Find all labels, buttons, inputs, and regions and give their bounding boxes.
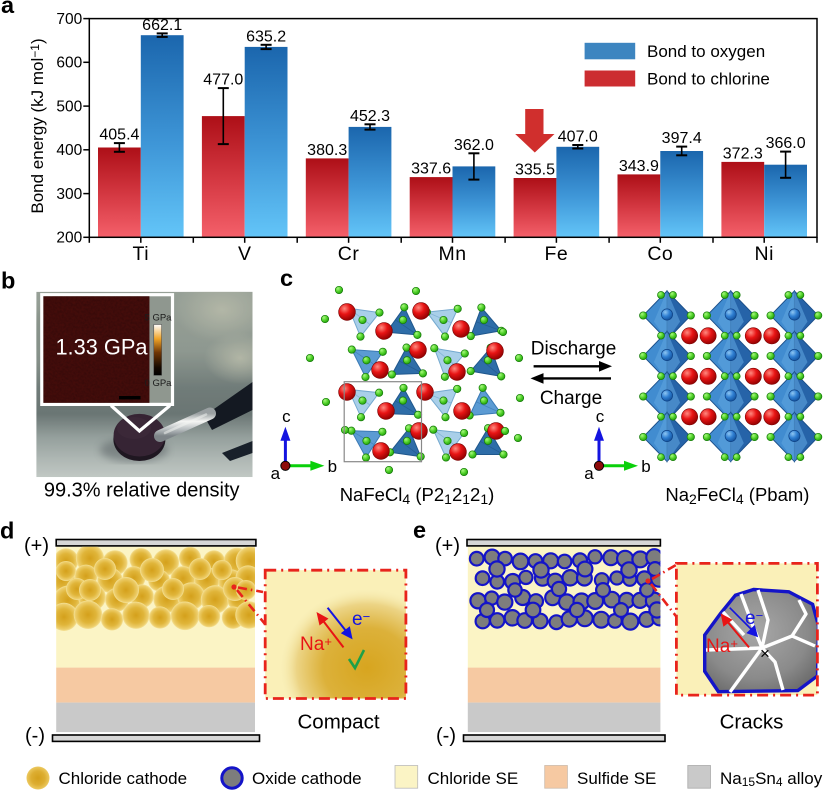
svg-text:Cr: Cr [338,243,360,265]
svg-text:Bond energy (kJ mol−1): Bond energy (kJ mol−1) [28,38,47,213]
svg-text:Ti: Ti [133,243,150,265]
svg-text:0 GPa: 0 GPa [145,378,173,389]
svg-text:300: 300 [56,186,82,203]
svg-text:Cracks: Cracks [720,711,784,734]
svg-text:Mn: Mn [438,243,466,265]
svg-text:343.9: 343.9 [619,158,659,175]
svg-text:1.33 GPa: 1.33 GPa [55,335,148,360]
svg-text:452.3: 452.3 [350,108,390,125]
svg-text:Discharge: Discharge [531,339,617,360]
svg-text:Chloride cathode: Chloride cathode [59,769,188,788]
svg-text:(+): (+) [24,535,49,557]
svg-text:405.4: 405.4 [99,127,139,144]
svg-text:a: a [1,0,15,18]
svg-text:397.4: 397.4 [662,130,702,147]
svg-text:362.0: 362.0 [454,137,494,154]
svg-text:(+): (+) [435,535,460,557]
svg-text:335.5: 335.5 [515,162,555,179]
svg-text:Charge: Charge [540,388,602,409]
svg-text:Na15Sn4 alloy: Na15Sn4 alloy [720,769,823,789]
svg-text:380.3: 380.3 [307,142,347,159]
svg-text:372.3: 372.3 [723,145,763,162]
svg-text:Fe: Fe [545,243,569,265]
svg-text:(-): (-) [25,725,45,747]
svg-text:c: c [282,407,291,426]
svg-text:600: 600 [56,55,82,72]
svg-text:Co: Co [647,243,673,265]
svg-text:Na+: Na+ [706,636,738,657]
svg-text:Na+: Na+ [300,634,332,655]
svg-text:c: c [280,265,293,291]
svg-text:Oxide cathode: Oxide cathode [252,769,362,788]
svg-text:662.1: 662.1 [142,17,182,34]
svg-text:400: 400 [56,142,82,159]
svg-text:700: 700 [56,11,82,28]
svg-text:500: 500 [56,98,82,115]
svg-text:Bond to chlorine: Bond to chlorine [647,69,770,88]
svg-text:a: a [584,464,594,483]
svg-text:c: c [596,407,605,426]
svg-text:337.6: 337.6 [411,161,451,178]
svg-text:b: b [328,457,337,476]
svg-text:a: a [271,464,281,483]
svg-text:V: V [238,243,252,265]
svg-text:200: 200 [56,230,82,247]
svg-text:477.0: 477.0 [203,72,243,89]
svg-text:NaFeCl4 (P212121): NaFeCl4 (P212121) [340,484,495,507]
svg-text:Sulfide SE: Sulfide SE [577,769,656,788]
svg-text:d: d [0,518,14,544]
svg-text:Ni: Ni [754,243,773,265]
svg-text:(-): (-) [436,725,456,747]
svg-text:b: b [1,268,15,294]
svg-text:Chloride SE: Chloride SE [428,769,519,788]
svg-text:407.0: 407.0 [558,129,598,146]
svg-text:e: e [413,517,426,543]
svg-text:5 GPa: 5 GPa [145,313,173,324]
svg-text:635.2: 635.2 [246,28,286,45]
svg-text:b: b [641,457,650,476]
svg-text:366.0: 366.0 [766,135,806,152]
svg-text:×: × [760,644,770,663]
svg-text:99.3% relative density: 99.3% relative density [44,480,240,502]
svg-text:Na2FeCl4 (Pbam): Na2FeCl4 (Pbam) [665,484,809,507]
svg-text:Bond to oxygen: Bond to oxygen [647,42,765,61]
svg-text:Compact: Compact [297,711,379,734]
